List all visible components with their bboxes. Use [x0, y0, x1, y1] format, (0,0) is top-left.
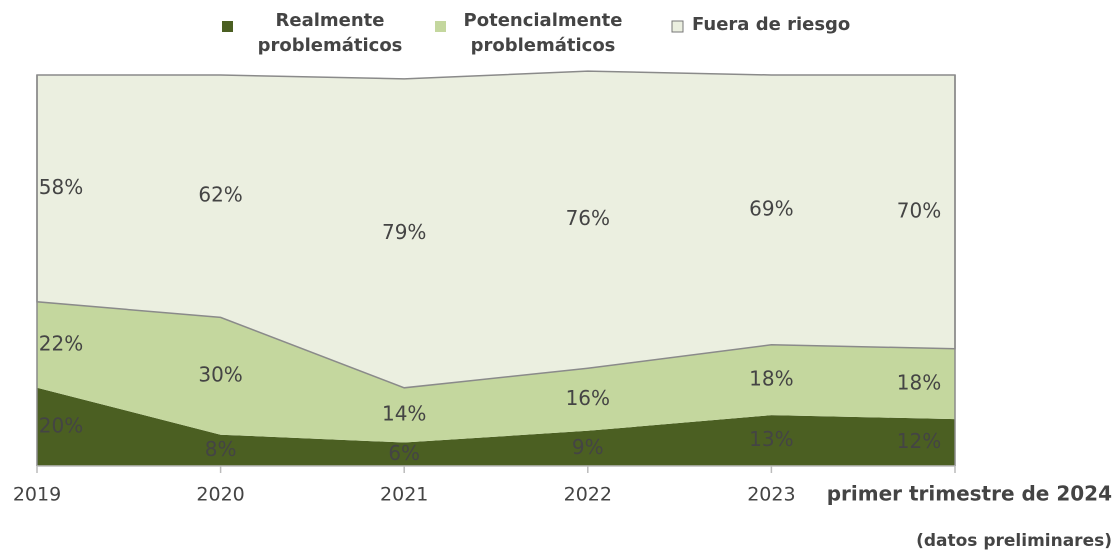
legend-marker	[671, 20, 684, 33]
note: (datos preliminares)	[916, 531, 1112, 551]
legend-marker	[435, 21, 446, 32]
data-label: 18%	[897, 370, 941, 394]
data-label: 62%	[198, 183, 242, 207]
legend-label: Fuera de riesgo	[692, 14, 850, 35]
data-label: 14%	[382, 402, 426, 426]
x-tick-label: 2022	[564, 484, 612, 506]
area	[37, 387, 955, 466]
legend-line: Realmente	[276, 10, 385, 31]
data-label: 8%	[205, 437, 237, 461]
x-tick-label: 2023	[747, 484, 795, 506]
area	[37, 301, 955, 443]
x-tick-label: 2021	[380, 484, 428, 506]
data-label: 22%	[39, 331, 83, 355]
legend-line: Potencialmente	[464, 10, 623, 31]
data-label: 30%	[198, 363, 242, 387]
data-label: 13%	[749, 427, 793, 451]
legend-label: Potencialmente problemáticos	[464, 10, 623, 56]
data-label: 16%	[566, 386, 610, 410]
legend-label: Realmente problemáticos	[258, 10, 403, 56]
data-label: 76%	[566, 206, 610, 230]
data-label: 18%	[749, 366, 793, 390]
legend-line: problemáticos	[471, 35, 616, 56]
x-tick-label: primer trimestre de 2024	[827, 482, 1112, 506]
data-label: 69%	[749, 196, 793, 220]
data-label: 12%	[897, 429, 941, 453]
legend-marker	[222, 21, 233, 32]
legend-line: problemáticos	[258, 35, 403, 56]
data-label: 6%	[388, 441, 420, 465]
data-label: 9%	[572, 435, 604, 459]
data-label: 70%	[897, 198, 941, 222]
data-label: 20%	[39, 413, 83, 437]
data-label: 58%	[39, 175, 83, 199]
x-tick-label: 2020	[196, 484, 244, 506]
data-label: 79%	[382, 220, 426, 244]
x-tick-label: 2019	[13, 484, 61, 506]
